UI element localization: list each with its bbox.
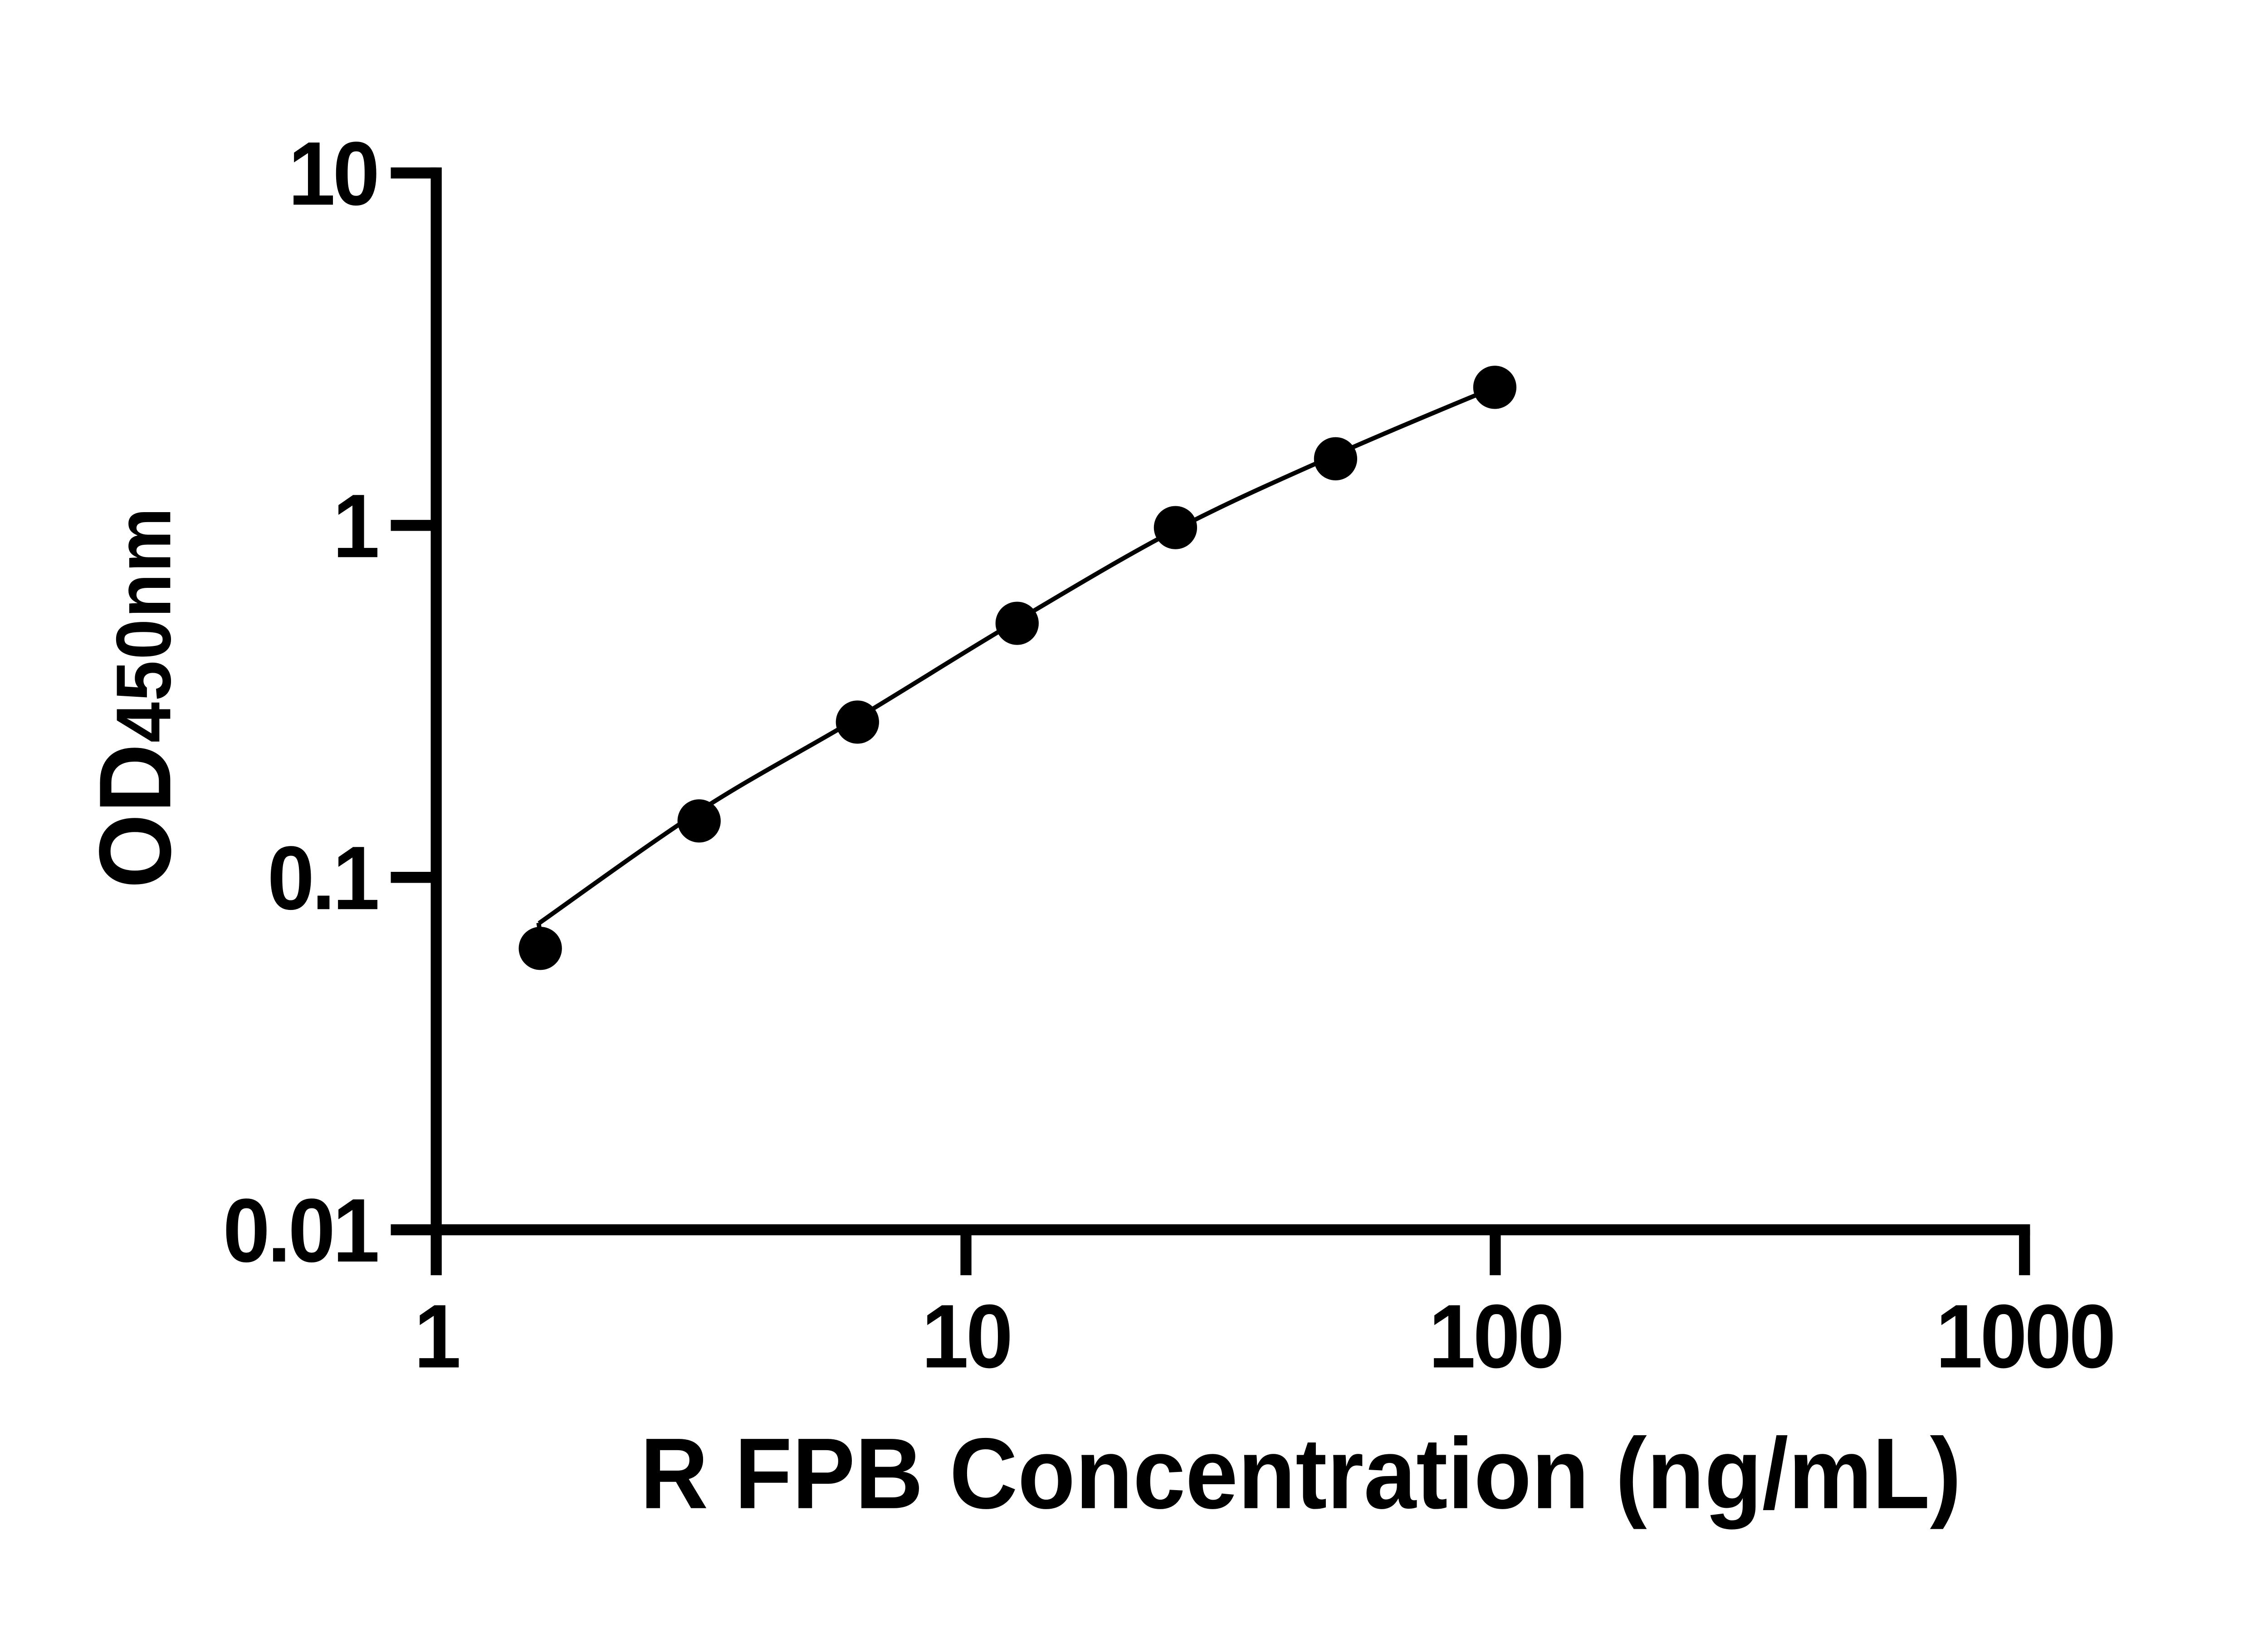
svg-text:10: 10 xyxy=(288,123,377,224)
svg-text:1000: 1000 xyxy=(1936,1286,2113,1387)
svg-text:1: 1 xyxy=(332,475,377,577)
svg-text:100: 100 xyxy=(1428,1286,1562,1387)
svg-text:1: 1 xyxy=(414,1286,459,1387)
svg-text:0.01: 0.01 xyxy=(223,1180,377,1281)
svg-text:0.1: 0.1 xyxy=(267,827,377,929)
svg-text:R FPB Concentration (ng/mL): R FPB Concentration (ng/mL) xyxy=(640,1417,1961,1530)
svg-text:10: 10 xyxy=(922,1286,1011,1387)
